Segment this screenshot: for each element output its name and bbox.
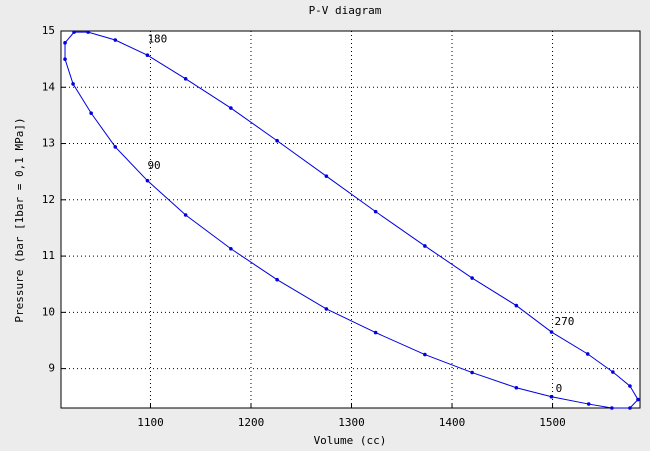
- data-point: [229, 246, 233, 251]
- data-point: [275, 138, 279, 143]
- data-point: [423, 352, 427, 357]
- data-point: [89, 111, 93, 115]
- data-point: [611, 370, 615, 374]
- y-tick-label: 13: [42, 137, 55, 150]
- y-tick-label: 12: [42, 193, 55, 206]
- data-point: [373, 330, 378, 335]
- y-axis-label: Pressure (bar [1bar = 0,1 MPa]): [13, 117, 26, 322]
- data-line: [64, 31, 639, 409]
- data-point: [586, 402, 591, 406]
- data-point: [113, 145, 118, 149]
- data-point: [610, 406, 614, 410]
- x-tick-label: 1400: [439, 416, 466, 429]
- annotation: 90: [147, 159, 160, 172]
- data-point: [549, 394, 554, 399]
- data-point: [514, 385, 519, 390]
- data-point: [63, 57, 67, 61]
- data-point: [636, 397, 640, 402]
- data-point: [183, 213, 188, 217]
- annotation: 0: [556, 382, 563, 395]
- data-point: [324, 174, 329, 178]
- data-point: [373, 209, 378, 214]
- data-point: [145, 53, 150, 57]
- data-point: [470, 370, 474, 375]
- data-point: [423, 244, 427, 248]
- annotation: 270: [555, 315, 575, 328]
- data-point: [514, 303, 519, 308]
- data-point: [71, 82, 75, 86]
- x-axis-label: Volume (cc): [314, 434, 387, 447]
- chart-title: P-V diagram: [309, 4, 382, 17]
- data-point: [145, 178, 150, 183]
- x-tick-label: 1300: [338, 416, 365, 429]
- data-point: [229, 106, 233, 110]
- data-point: [275, 277, 279, 282]
- x-tick-label: 1100: [137, 416, 164, 429]
- y-tick-label: 14: [42, 80, 56, 93]
- data-point: [628, 406, 632, 410]
- x-tick-label: 1500: [539, 416, 566, 429]
- annotation: 180: [147, 32, 167, 45]
- data-point: [324, 307, 329, 311]
- y-tick-label: 11: [42, 249, 55, 262]
- data-point: [585, 352, 590, 356]
- data-point: [183, 77, 188, 81]
- data-point: [470, 276, 474, 280]
- data-point: [63, 41, 67, 45]
- data-point: [549, 330, 554, 334]
- data-point: [113, 38, 118, 42]
- y-tick-label: 10: [42, 305, 55, 318]
- data-point: [628, 384, 632, 388]
- data-point: [72, 30, 76, 34]
- plot-area: [60, 30, 641, 409]
- y-tick-label: 15: [42, 24, 55, 37]
- data-point: [86, 30, 90, 34]
- y-tick-label: 9: [48, 362, 55, 375]
- x-tick-label: 1200: [238, 416, 265, 429]
